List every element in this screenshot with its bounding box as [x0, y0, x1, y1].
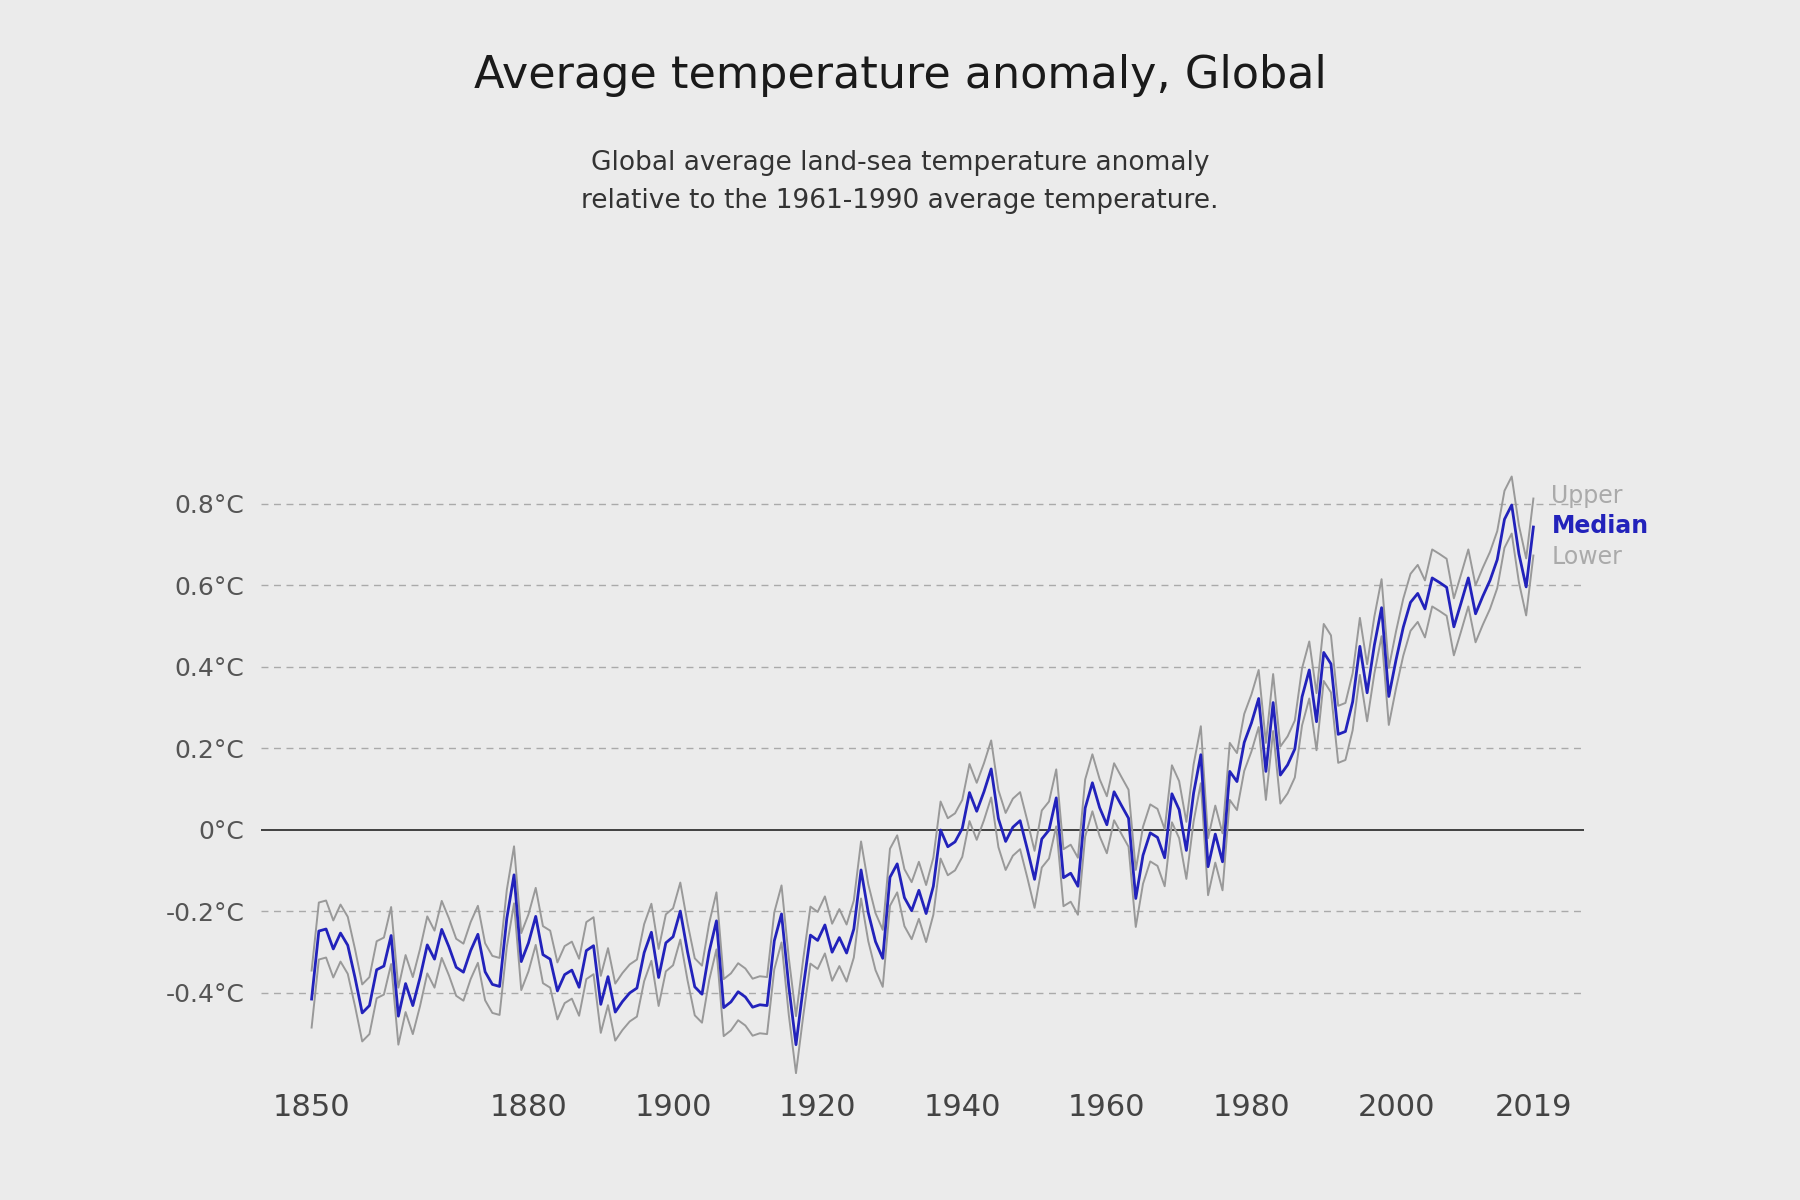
Text: Global average land-sea temperature anomaly
relative to the 1961-1990 average te: Global average land-sea temperature anom…	[581, 150, 1219, 214]
Text: Average temperature anomaly, Global: Average temperature anomaly, Global	[473, 54, 1327, 97]
Text: Upper: Upper	[1552, 484, 1624, 508]
Text: Lower: Lower	[1552, 545, 1622, 569]
Text: Median: Median	[1552, 515, 1649, 539]
